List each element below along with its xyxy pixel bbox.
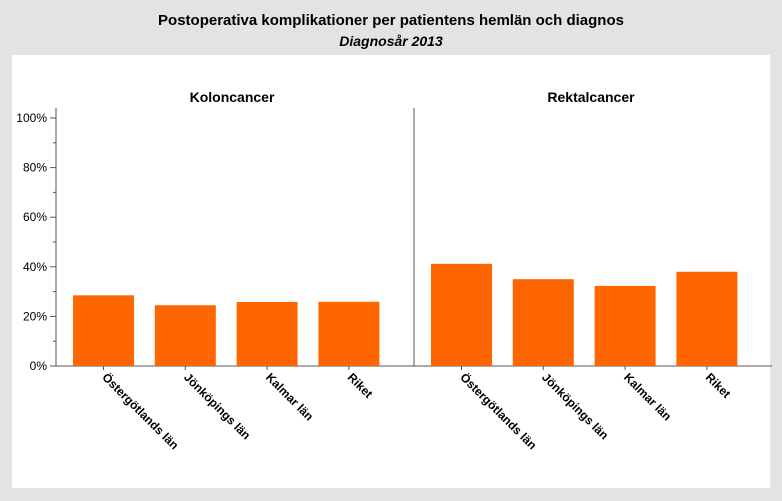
x-tick-label: Riket [703, 370, 734, 401]
y-tick-label: 20% [23, 309, 47, 323]
plot-area-background [12, 55, 770, 488]
bar-1-4 [318, 301, 380, 366]
y-tick-label: 80% [23, 161, 47, 175]
chart-title: Postoperativa komplikationer per patient… [158, 12, 624, 29]
panel-title-1: Koloncancer [190, 89, 275, 105]
y-tick-label: 100% [16, 111, 47, 125]
x-tick-label: Östergötlands län [99, 370, 182, 453]
y-tick-label: 0% [30, 359, 48, 373]
x-tick-label: Riket [345, 370, 376, 401]
panel-title-2: Rektalcancer [547, 89, 635, 105]
x-tick-label: Kalmar län [263, 370, 316, 423]
bar-1-3 [236, 302, 298, 366]
bar-2-4 [676, 271, 738, 366]
bar-1-1 [73, 295, 134, 366]
x-tick-label: Jönköpings län [539, 370, 611, 442]
x-tick-label: Kalmar län [621, 370, 674, 423]
bar-2-1 [431, 263, 492, 366]
bar-2-3 [594, 285, 656, 366]
y-tick-label: 40% [23, 260, 47, 274]
y-tick-label: 60% [23, 210, 47, 224]
bar-2-2 [512, 279, 574, 366]
bar-1-2 [154, 305, 216, 366]
x-tick-label: Jönköpings län [181, 370, 253, 442]
chart-subtitle: Diagnosår 2013 [339, 33, 443, 49]
x-tick-label: Östergötlands län [457, 370, 540, 453]
